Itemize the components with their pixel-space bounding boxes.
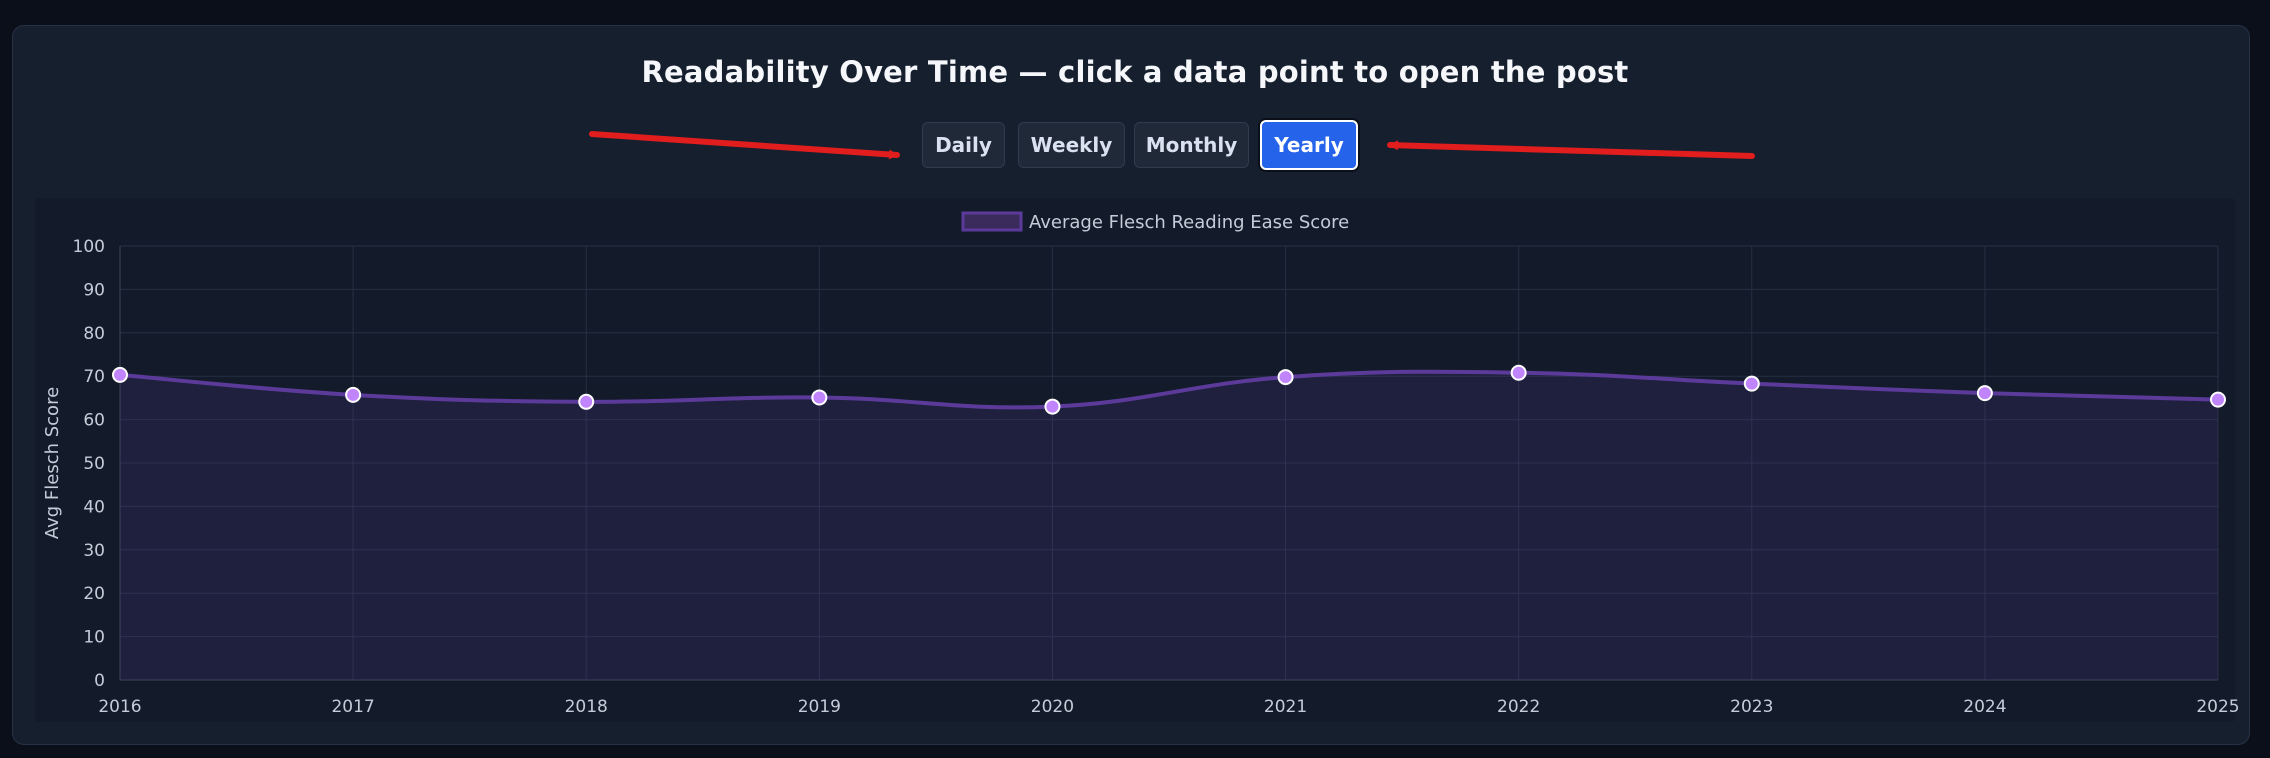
y-tick-label: 30 <box>83 541 105 561</box>
x-tick-label: 2022 <box>1497 697 1540 717</box>
x-tick-label: 2016 <box>98 697 141 717</box>
data-point[interactable] <box>578 393 595 410</box>
y-tick-label: 80 <box>83 324 105 344</box>
x-tick-label: 2019 <box>798 697 841 717</box>
legend-swatch[interactable] <box>961 211 1023 232</box>
data-point[interactable] <box>1976 385 1993 402</box>
series-area <box>120 371 2218 680</box>
y-tick-label: 10 <box>83 628 105 648</box>
y-tick-label: 40 <box>83 497 105 517</box>
data-point[interactable] <box>1743 375 1760 392</box>
x-tick-label: 2024 <box>1963 697 2006 717</box>
y-tick-label: 20 <box>83 584 105 604</box>
yearly-button[interactable]: Yearly <box>1260 120 1358 170</box>
chart-area <box>35 198 2235 722</box>
data-point[interactable] <box>112 366 128 383</box>
data-point[interactable] <box>811 389 828 406</box>
data-point[interactable] <box>2210 391 2226 408</box>
y-tick-label: 70 <box>83 367 105 387</box>
data-point[interactable] <box>1510 364 1527 381</box>
x-tick-label: 2023 <box>1730 697 1773 717</box>
x-tick-label: 2025 <box>2196 697 2239 717</box>
series-line <box>119 369 2219 410</box>
x-tick-label: 2017 <box>331 697 374 717</box>
x-tick-label: 2020 <box>1031 697 1074 717</box>
y-tick-label: 60 <box>83 411 105 431</box>
left-annotation-arrow <box>589 131 900 160</box>
legend-label[interactable]: Average Flesch Reading Ease Score <box>1029 212 1349 233</box>
y-tick-label: 0 <box>94 671 105 691</box>
y-tick-label: 90 <box>83 280 105 300</box>
data-point[interactable] <box>345 386 362 403</box>
x-tick-label: 2018 <box>565 697 608 717</box>
y-tick-label: 100 <box>73 237 105 257</box>
daily-button[interactable]: Daily <box>922 122 1005 168</box>
data-point[interactable] <box>1277 369 1294 386</box>
y-tick-label: 50 <box>83 454 105 474</box>
data-point[interactable] <box>1044 398 1061 415</box>
weekly-button[interactable]: Weekly <box>1018 122 1125 168</box>
y-axis-title: Avg Flesch Score <box>42 387 63 539</box>
chart-title: Readability Over Time — click a data poi… <box>641 55 1629 89</box>
monthly-button[interactable]: Monthly <box>1134 122 1249 168</box>
right-annotation-arrow <box>1387 140 1755 159</box>
x-tick-label: 2021 <box>1264 697 1307 717</box>
